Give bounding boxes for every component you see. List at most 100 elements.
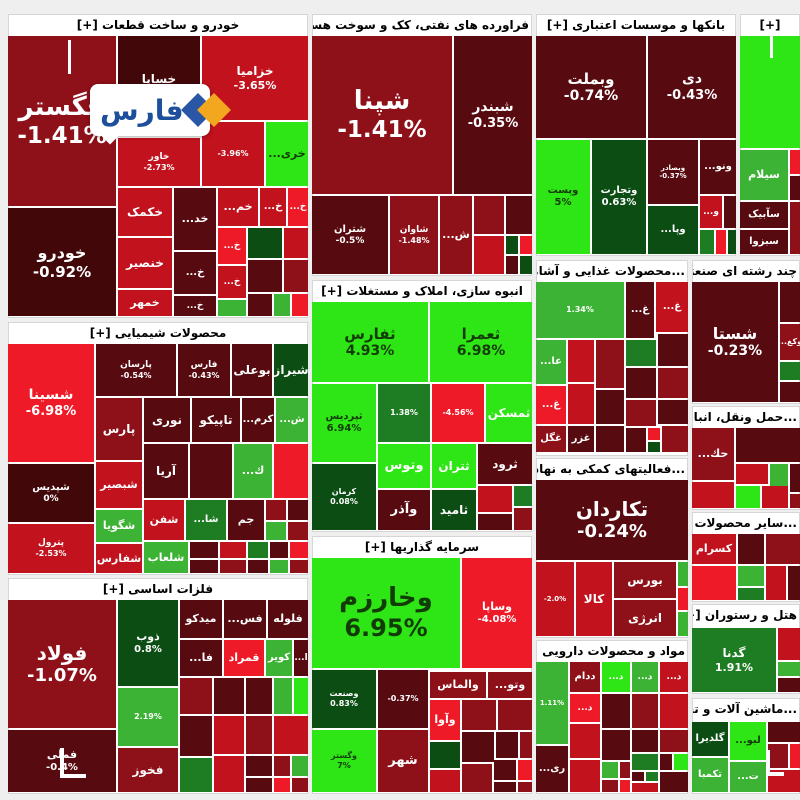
tile-machinery-گلدیرا[interactable]: گلدیرا bbox=[692, 722, 728, 756]
tile-food-8[interactable] bbox=[568, 384, 594, 424]
tile-food-21[interactable] bbox=[648, 442, 660, 452]
tile-investment-وصنعت[interactable]: وصنعت 0.83% bbox=[312, 670, 376, 728]
tile-realestate-ثتران[interactable]: ثتران bbox=[432, 444, 476, 488]
tile-transport-3[interactable] bbox=[736, 464, 768, 484]
section-header-metals[interactable]: فلزات اساسی [+] bbox=[102, 582, 214, 596]
tile-metals-15[interactable] bbox=[274, 678, 292, 714]
tile-auto-خ[interactable]: خ... bbox=[260, 188, 286, 226]
tile-transport-8[interactable] bbox=[790, 494, 800, 508]
tile-transport-5[interactable] bbox=[790, 464, 800, 492]
tile-chemical-فارس[interactable]: فارس -0.43% bbox=[178, 344, 230, 396]
tile-pharma-17[interactable] bbox=[632, 754, 658, 770]
tile-pharma-ری[interactable]: ری... bbox=[536, 746, 568, 792]
tile-pharma-ددام[interactable]: ددام bbox=[570, 662, 600, 692]
tile-metals-21[interactable] bbox=[180, 758, 212, 792]
tile-realestate-ثمسکن[interactable]: ثمسکن bbox=[486, 384, 532, 442]
tile-auto-20[interactable] bbox=[284, 228, 308, 258]
tile-auto-خودرو[interactable]: خودرو -0.92% bbox=[8, 208, 116, 316]
tile-pharma-0[interactable]: 1.11% bbox=[536, 662, 568, 744]
tile-metals-16[interactable] bbox=[294, 678, 308, 714]
tile-oil-6[interactable] bbox=[506, 196, 532, 234]
tile-oil-8[interactable] bbox=[506, 236, 518, 254]
tile-chemical-27[interactable] bbox=[190, 542, 218, 558]
tile-transport-7[interactable] bbox=[762, 486, 788, 508]
tile-chemical-ك[interactable]: ك... bbox=[234, 444, 272, 498]
tile-exchange-support-7[interactable] bbox=[678, 612, 688, 636]
section-header-banks[interactable]: بانکها و موسسات اعتباری [+] bbox=[546, 18, 726, 32]
tile-banks-11[interactable] bbox=[728, 230, 736, 254]
tile-food-17[interactable] bbox=[658, 400, 688, 424]
tile-auto-خنصیر[interactable]: خنصیر bbox=[118, 238, 172, 288]
tile-auto-خاور[interactable]: خاور -2.73% bbox=[118, 138, 200, 186]
tile-investment-4[interactable]: -0.37% bbox=[378, 670, 428, 728]
tile-machinery-تکمبا[interactable]: تکمبا bbox=[692, 758, 728, 792]
tile-oil-9[interactable] bbox=[520, 236, 532, 254]
tile-banks-وتجارت[interactable]: وتجارت 0.63% bbox=[592, 140, 646, 254]
tile-investment-13[interactable] bbox=[520, 732, 532, 758]
tile-investment-15[interactable] bbox=[430, 770, 460, 792]
tile-food-غ[interactable]: غ... bbox=[656, 282, 688, 332]
tile-investment-وخارزم[interactable]: وخارزم 6.95% bbox=[312, 558, 460, 668]
tile-auto-21[interactable] bbox=[248, 260, 282, 292]
tile-chemical-31[interactable] bbox=[290, 542, 308, 558]
tile-investment-وآوا[interactable]: وآوا bbox=[430, 700, 460, 740]
tile-realestate-3[interactable]: 1.38% bbox=[378, 384, 430, 442]
tile-realestate-وتوس[interactable]: وتوس bbox=[378, 444, 430, 488]
tile-banks-و[interactable]: و... bbox=[700, 196, 722, 228]
tile-auto-19[interactable] bbox=[248, 228, 282, 258]
tile-food-10[interactable] bbox=[596, 390, 624, 424]
tile-auto-25[interactable] bbox=[292, 294, 308, 316]
tile-cement-سبزوا[interactable]: سبزوا bbox=[740, 230, 788, 254]
tile-pharma-15[interactable] bbox=[602, 762, 618, 778]
tile-pharma-19[interactable] bbox=[674, 754, 688, 770]
tile-chemical-شگویا[interactable]: شگویا bbox=[96, 510, 142, 542]
tile-multi-industry-1[interactable] bbox=[780, 282, 800, 322]
tile-chemical-شبصیر[interactable]: شبصیر bbox=[96, 462, 142, 508]
tile-exchange-support-کالا[interactable]: کالا bbox=[576, 562, 612, 636]
tile-chemical-32[interactable] bbox=[190, 560, 218, 573]
tile-metals-18[interactable] bbox=[214, 716, 244, 754]
tile-pharma-18[interactable] bbox=[660, 754, 672, 770]
tile-chemical-24[interactable] bbox=[266, 522, 286, 540]
tile-realestate-15[interactable] bbox=[478, 514, 512, 530]
tile-pharma-10[interactable] bbox=[570, 724, 600, 758]
tile-auto-خ[interactable]: خ... bbox=[288, 188, 308, 226]
tile-pharma-20[interactable] bbox=[602, 780, 618, 792]
tile-exchange-support-تکاردان[interactable]: تکاردان -0.24% bbox=[536, 480, 688, 560]
tile-metals-19[interactable] bbox=[246, 716, 272, 754]
section-header-food[interactable]: ...محصولات غذایی و آشامیدن [+] bbox=[537, 264, 685, 278]
tile-food-20[interactable] bbox=[662, 426, 688, 452]
tile-oil-شتران[interactable]: شتران -0.5% bbox=[312, 196, 388, 274]
tile-auto-خ[interactable]: خ... bbox=[174, 252, 216, 294]
tile-metals-27[interactable] bbox=[274, 778, 290, 792]
tile-investment-17[interactable] bbox=[494, 760, 516, 780]
tile-realestate-ثفارس[interactable]: ثفارس 4.93% bbox=[312, 302, 428, 382]
tile-metals-ا[interactable]: ا... bbox=[294, 640, 308, 676]
tile-pharma-8[interactable] bbox=[632, 694, 658, 728]
tile-banks-9[interactable] bbox=[700, 230, 714, 254]
tile-metals-23[interactable] bbox=[246, 756, 272, 776]
tile-chemical-پارسان[interactable]: پارسان -0.54% bbox=[96, 344, 176, 396]
tile-chemical-22[interactable] bbox=[266, 500, 286, 520]
tile-chemical-شفارس[interactable]: شفارس bbox=[96, 544, 142, 573]
tile-metals-ذوب[interactable]: ذوب 0.8% bbox=[118, 600, 178, 686]
tile-auto-خم[interactable]: خم... bbox=[218, 188, 258, 226]
tile-auto-22[interactable] bbox=[284, 260, 308, 292]
tile-transport-1[interactable] bbox=[692, 482, 734, 508]
section-header-realestate[interactable]: انبوه سازی، املاک و مستغلات [+] bbox=[321, 284, 523, 298]
tile-transport-6[interactable] bbox=[736, 486, 760, 508]
tile-auto-خ[interactable]: خ... bbox=[174, 296, 216, 316]
tile-pharma-14[interactable] bbox=[570, 760, 600, 792]
tile-food-غزر[interactable]: غزر bbox=[568, 426, 594, 452]
tile-other-products-6[interactable] bbox=[788, 566, 800, 600]
tile-chemical-شسینا[interactable]: شسینا -6.98% bbox=[8, 344, 94, 462]
tile-banks-وبملت[interactable]: وبملت -0.74% bbox=[536, 36, 646, 138]
tile-metals-کویر[interactable]: کویر bbox=[266, 640, 292, 676]
section-header-exchange-support[interactable]: ...فعالیتهای کمکی به نهادهای م [+] bbox=[537, 462, 685, 476]
tile-chemical-ش[interactable]: ش... bbox=[276, 398, 308, 442]
tile-other-products-5[interactable] bbox=[766, 566, 786, 600]
tile-chemical-شپدیس[interactable]: شپدیس 0% bbox=[8, 464, 94, 522]
tile-machinery-5[interactable] bbox=[768, 744, 788, 768]
tile-realestate-ثپردیس[interactable]: ثپردیس 6.94% bbox=[312, 384, 376, 462]
tile-transport-2[interactable] bbox=[736, 428, 800, 462]
